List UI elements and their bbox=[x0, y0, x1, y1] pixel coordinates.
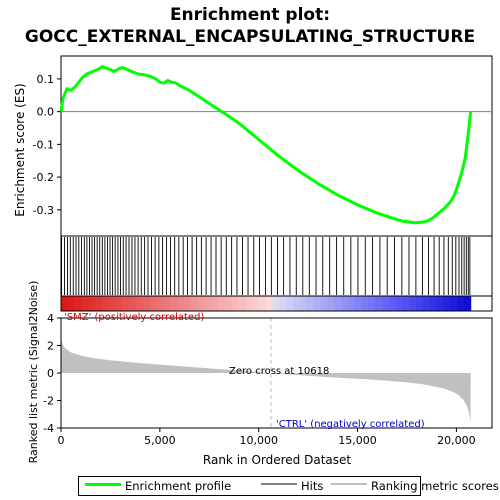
es-y-tick-label: 0.1 bbox=[37, 73, 55, 86]
es-y-tick-label: -0.2 bbox=[33, 171, 54, 184]
color-bar-segment bbox=[327, 296, 335, 311]
legend-hits-label: Hits bbox=[301, 479, 324, 493]
color-bar-segment bbox=[108, 296, 117, 311]
legend-enrichment-label: Enrichment profile bbox=[125, 479, 232, 493]
color-bar-segment bbox=[375, 296, 383, 311]
color-bar-segment bbox=[388, 296, 397, 311]
zero-cross-label: Zero cross at 10618 bbox=[229, 366, 329, 377]
es-y-tick-label: 0.0 bbox=[37, 106, 55, 119]
color-bar-segment bbox=[218, 296, 226, 311]
color-bar-segment bbox=[122, 296, 130, 311]
color-bar-segment bbox=[395, 296, 403, 311]
color-bar-segment bbox=[177, 296, 185, 311]
color-bar-segment bbox=[381, 296, 390, 311]
negative-correlation-label: 'CTRL' (negatively correlated) bbox=[276, 419, 425, 430]
color-bar-segment bbox=[204, 296, 212, 311]
es-y-tick-label: -0.1 bbox=[33, 138, 54, 151]
color-bar-segment bbox=[306, 296, 315, 311]
metric-y-tick-label: 4 bbox=[47, 312, 54, 325]
color-bar-panel bbox=[60, 295, 493, 312]
es-panel: 0.1 0.0 -0.1 -0.2 -0.3 bbox=[33, 55, 493, 237]
enrichment-profile-line bbox=[59, 65, 473, 225]
color-bar-segment bbox=[293, 296, 301, 311]
color-bar-segment bbox=[129, 296, 137, 311]
x-tick-label: 20,000 bbox=[437, 434, 476, 447]
legend-enrichment-swatch bbox=[85, 483, 121, 486]
color-bar-segment bbox=[211, 296, 219, 311]
color-bar-segment bbox=[443, 296, 451, 311]
color-bar-segment bbox=[149, 296, 158, 311]
legend-metric-swatch bbox=[331, 483, 367, 485]
hits-panel bbox=[60, 235, 493, 297]
color-bar-segment bbox=[361, 296, 369, 311]
color-bar-segment bbox=[101, 296, 110, 311]
color-bar-segment bbox=[456, 296, 465, 311]
es-y-axis-label: Enrichment score (ES) bbox=[13, 83, 27, 216]
x-axis-label: Rank in Ordered Dataset bbox=[203, 453, 351, 467]
color-bar-segment bbox=[67, 296, 76, 311]
color-bar-segment bbox=[224, 296, 233, 311]
color-bar-segment bbox=[265, 296, 274, 311]
color-bar-segment bbox=[81, 296, 89, 311]
color-bar-segment bbox=[258, 296, 267, 311]
metric-y-tick-label: 2 bbox=[47, 340, 54, 353]
color-bar-segment bbox=[279, 296, 287, 311]
x-tick-label: 0 bbox=[58, 434, 65, 447]
metric-y-tick-label: -2 bbox=[43, 395, 54, 408]
metric-panel: 4 2 0 -2 -4 0 5,000 10,000 15,000 20,000 bbox=[43, 312, 493, 447]
color-bar-segment bbox=[190, 296, 199, 311]
color-bar-segment bbox=[429, 296, 438, 311]
color-bar-segment bbox=[88, 296, 96, 311]
color-bar-segment bbox=[416, 296, 424, 311]
color-bar-segment bbox=[156, 296, 165, 311]
color-bar-segment bbox=[170, 296, 178, 311]
color-bar-segment bbox=[245, 296, 253, 311]
color-bar-segment bbox=[334, 296, 342, 311]
x-tick-label: 10,000 bbox=[239, 434, 278, 447]
color-bar-segment bbox=[238, 296, 246, 311]
color-bar-segment bbox=[286, 296, 294, 311]
chart-title-line-2: GOCC_EXTERNAL_ENCAPSULATING_STRUCTURE bbox=[25, 27, 475, 47]
color-bar-segment bbox=[313, 296, 322, 311]
color-bar-segment bbox=[340, 296, 349, 311]
color-bar-segment bbox=[409, 296, 417, 311]
chart-title-line-1: Enrichment plot: bbox=[170, 5, 330, 25]
color-bar-segment bbox=[74, 296, 83, 311]
color-bar-segment bbox=[142, 296, 151, 311]
legend-metric-label: Ranking metric scores bbox=[371, 479, 499, 493]
color-bar-segment bbox=[61, 296, 69, 311]
color-bar-segment bbox=[354, 296, 363, 311]
x-tick-label: 15,000 bbox=[338, 434, 377, 447]
color-bar-segment bbox=[463, 296, 472, 311]
metric-y-tick-label: 0 bbox=[47, 367, 54, 380]
color-bar-segment bbox=[163, 296, 171, 311]
metric-y-tick-label: -4 bbox=[43, 422, 54, 435]
es-plot-frame bbox=[60, 55, 493, 237]
color-bar-segment bbox=[320, 296, 328, 311]
color-bar-segment bbox=[272, 296, 281, 311]
legend-hits-swatch bbox=[261, 483, 297, 485]
color-bar-frame bbox=[60, 295, 493, 312]
color-bar-segment bbox=[95, 296, 103, 311]
color-bar-segment bbox=[299, 296, 308, 311]
color-bar-segment bbox=[231, 296, 240, 311]
color-bar-segment bbox=[115, 296, 124, 311]
color-bar-segment bbox=[436, 296, 444, 311]
positive-correlation-label: 'SMZ' (positively correlated) bbox=[64, 312, 204, 323]
color-bar-segment bbox=[422, 296, 431, 311]
color-bar-segment bbox=[368, 296, 376, 311]
ranking-metric-area bbox=[61, 337, 471, 423]
color-bar-segment bbox=[402, 296, 410, 311]
color-bar-segment bbox=[450, 296, 458, 311]
color-bar-segment bbox=[252, 296, 260, 311]
color-bar-segment bbox=[136, 296, 144, 311]
legend: Enrichment profile Hits Ranking metric s… bbox=[78, 476, 499, 496]
color-bar-segment bbox=[183, 296, 192, 311]
es-y-tick-label: -0.3 bbox=[33, 204, 54, 217]
color-bar-segment bbox=[197, 296, 205, 311]
metric-y-axis-label: Ranked list metric (Signal2Noise) bbox=[27, 281, 40, 464]
color-bar-segment bbox=[347, 296, 356, 311]
x-tick-label: 5,000 bbox=[144, 434, 176, 447]
